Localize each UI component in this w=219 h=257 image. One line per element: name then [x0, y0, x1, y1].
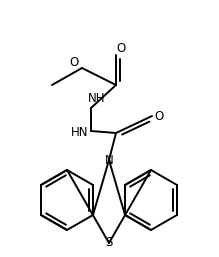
Text: O: O: [154, 109, 164, 123]
Text: O: O: [116, 42, 126, 56]
Text: NH: NH: [88, 93, 106, 106]
Text: HN: HN: [71, 125, 89, 139]
Text: N: N: [105, 153, 113, 167]
Text: S: S: [105, 236, 113, 250]
Text: O: O: [69, 57, 79, 69]
